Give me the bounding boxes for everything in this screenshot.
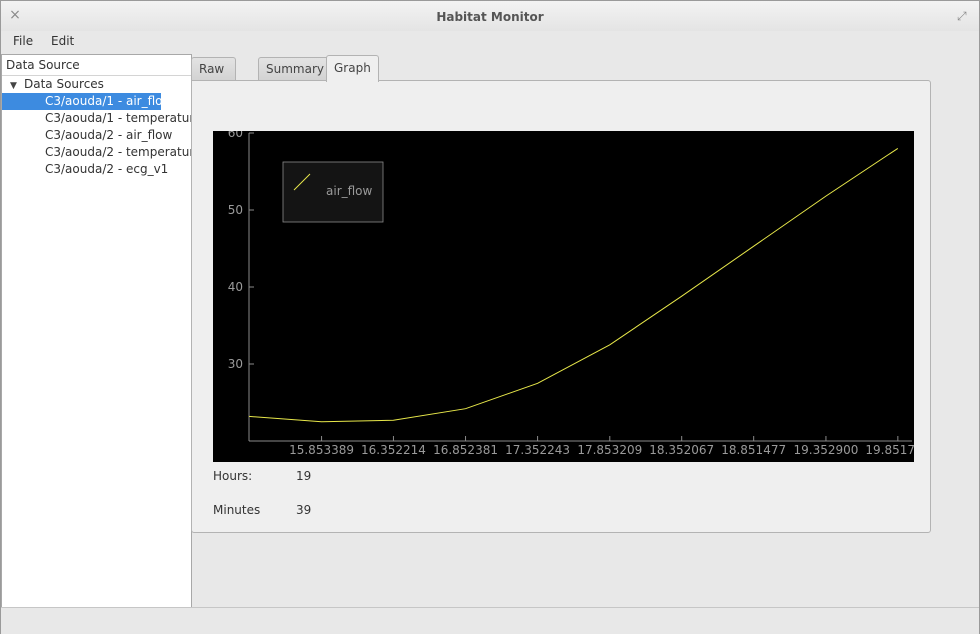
title-bar: × Habitat Monitor ⤢ — [1, 1, 979, 31]
maximize-icon[interactable]: ⤢ — [957, 9, 967, 23]
tree-item-aouda2-ecg-v1[interactable]: C3/aouda/2 - ecg_v1 — [45, 162, 169, 176]
legend-box — [282, 161, 384, 223]
y-tick-label: 50 — [228, 203, 243, 217]
tree-root-label: Data Sources — [24, 77, 104, 91]
tree-root-data-sources[interactable]: ▼ Data Sources — [2, 76, 191, 93]
x-tick-label: 18.352067 — [649, 443, 714, 457]
status-bar — [1, 607, 979, 634]
tree-item-aouda1-temperature[interactable]: C3/aouda/1 - temperature — [45, 111, 202, 125]
close-icon[interactable]: × — [9, 7, 21, 23]
x-tick-label: 19.352900 — [793, 443, 858, 457]
menu-file[interactable]: File — [13, 34, 34, 48]
menu-bar: File Edit — [1, 31, 979, 53]
menu-edit[interactable]: Edit — [51, 34, 75, 48]
tab-raw-data[interactable]: Raw Data — [191, 57, 236, 99]
x-tick-label: 17.352243 — [505, 443, 570, 457]
window-title: Habitat Monitor — [436, 10, 544, 24]
line-chart: 30 40 50 60 15.853389 16.352214 16.852381 17.35… — [213, 131, 914, 462]
tree-item-aouda1-air-flow[interactable]: C3/aouda/1 - air_flow — [2, 93, 172, 110]
y-tick-label: 30 — [228, 357, 243, 371]
x-tick-label: 17.853209 — [577, 443, 642, 457]
y-tick-label: 40 — [228, 280, 243, 294]
x-tick-label: 18.851477 — [721, 443, 786, 457]
hours-label: Hours: — [213, 469, 253, 483]
x-tick-label: 16.852381 — [433, 443, 498, 457]
tab-graph[interactable]: Graph — [326, 55, 379, 82]
hours-value: 19 — [296, 469, 312, 483]
tree-item-aouda2-air-flow[interactable]: C3/aouda/2 - air_flow — [45, 128, 173, 142]
legend-label: air_flow — [326, 184, 373, 198]
minutes-label: Minutes — [213, 503, 261, 517]
x-tick-label: 15.853389 — [289, 443, 354, 457]
tree-item-aouda2-temperature[interactable]: C3/aouda/2 - temperature — [45, 145, 202, 159]
minutes-value: 39 — [296, 503, 312, 517]
y-tick-label: 60 — [228, 131, 243, 140]
series-line-air_flow — [248, 147, 899, 423]
expand-arrow-icon[interactable]: ▼ — [10, 81, 17, 91]
tab-summary[interactable]: Summary — [258, 57, 332, 81]
x-tick-label: 16.352214 — [361, 443, 426, 457]
data-source-panel: Data Source ▼ Data Sources C3/aouda/1 - a… — [1, 54, 202, 609]
legend-swatch — [293, 173, 311, 191]
data-source-header: Data Source — [2, 55, 191, 76]
x-tick-label: 19.851790 — [865, 443, 914, 457]
